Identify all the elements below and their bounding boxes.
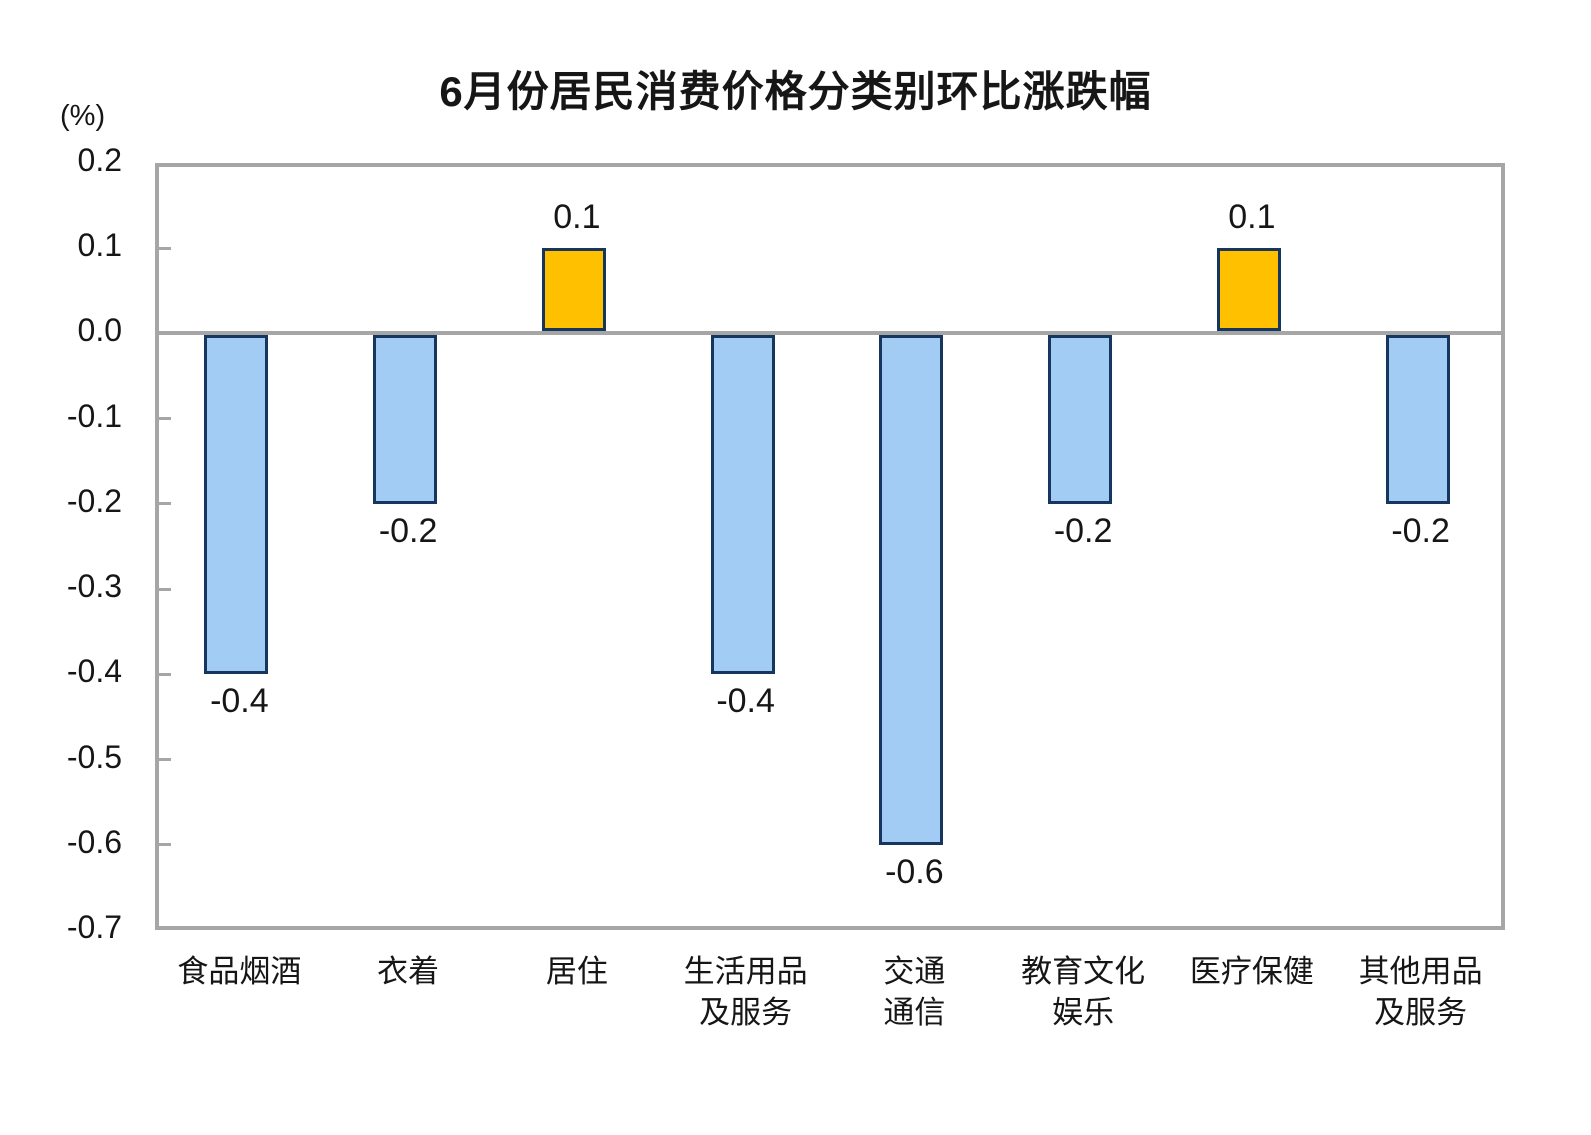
y-tick-mark	[159, 843, 171, 847]
x-tick-label: 食品烟酒	[177, 954, 302, 989]
x-tick-label: 交通 通信	[883, 954, 946, 1030]
y-tick-label: 0.2	[77, 142, 122, 178]
x-tick-label: 生活用品 及服务	[683, 954, 808, 1030]
bar-5	[879, 335, 944, 845]
y-tick-label: -0.4	[66, 653, 122, 690]
bar-4	[710, 335, 775, 675]
bar-6	[1048, 335, 1113, 504]
zero-line	[155, 331, 1505, 336]
bar-1	[204, 335, 269, 675]
y-tick-label: -0.5	[66, 738, 122, 775]
x-tick-label: 居住	[545, 954, 608, 989]
y-tick-label: -0.6	[66, 823, 122, 860]
bar-value-label: -0.2	[378, 511, 438, 550]
y-tick-mark	[159, 758, 171, 762]
y-tick-mark	[159, 417, 171, 421]
bar-value-label: -0.4	[716, 682, 775, 721]
x-tick-label: 教育文化 娱乐	[1021, 954, 1146, 1030]
bar-3	[541, 248, 606, 332]
y-tick-label: 0.0	[77, 312, 122, 349]
chart-title: 6月份居民消费价格分类别环比涨跌幅	[439, 68, 1152, 115]
y-tick-label: -0.7	[66, 909, 122, 945]
bar-value-label: 0.1	[553, 198, 601, 237]
bar-value-label: -0.6	[885, 852, 944, 891]
y-tick-mark	[159, 587, 171, 591]
plot-frame	[155, 163, 1505, 930]
x-tick-label: 医疗保健	[1189, 954, 1314, 989]
y-tick-label: -0.2	[66, 482, 122, 519]
y-tick-label: -0.1	[66, 397, 122, 434]
x-tick-label: 衣着	[377, 954, 440, 989]
y-axis-unit-label: (%)	[60, 100, 106, 132]
bar-2	[373, 335, 438, 504]
bar-value-label: -0.2	[1391, 511, 1450, 550]
bar-8	[1385, 335, 1450, 504]
bar-7	[1216, 248, 1281, 332]
y-tick-label: 0.1	[77, 227, 122, 264]
y-tick-mark	[159, 672, 171, 676]
x-tick-label: 其他用品 及服务	[1358, 954, 1483, 1030]
bar-value-label: -0.4	[210, 682, 269, 721]
bar-value-label: 0.1	[1228, 198, 1276, 237]
bar-value-label: -0.2	[1053, 511, 1113, 550]
y-tick-mark	[159, 502, 171, 506]
y-tick-mark	[159, 246, 171, 250]
y-tick-label: -0.3	[66, 568, 122, 605]
